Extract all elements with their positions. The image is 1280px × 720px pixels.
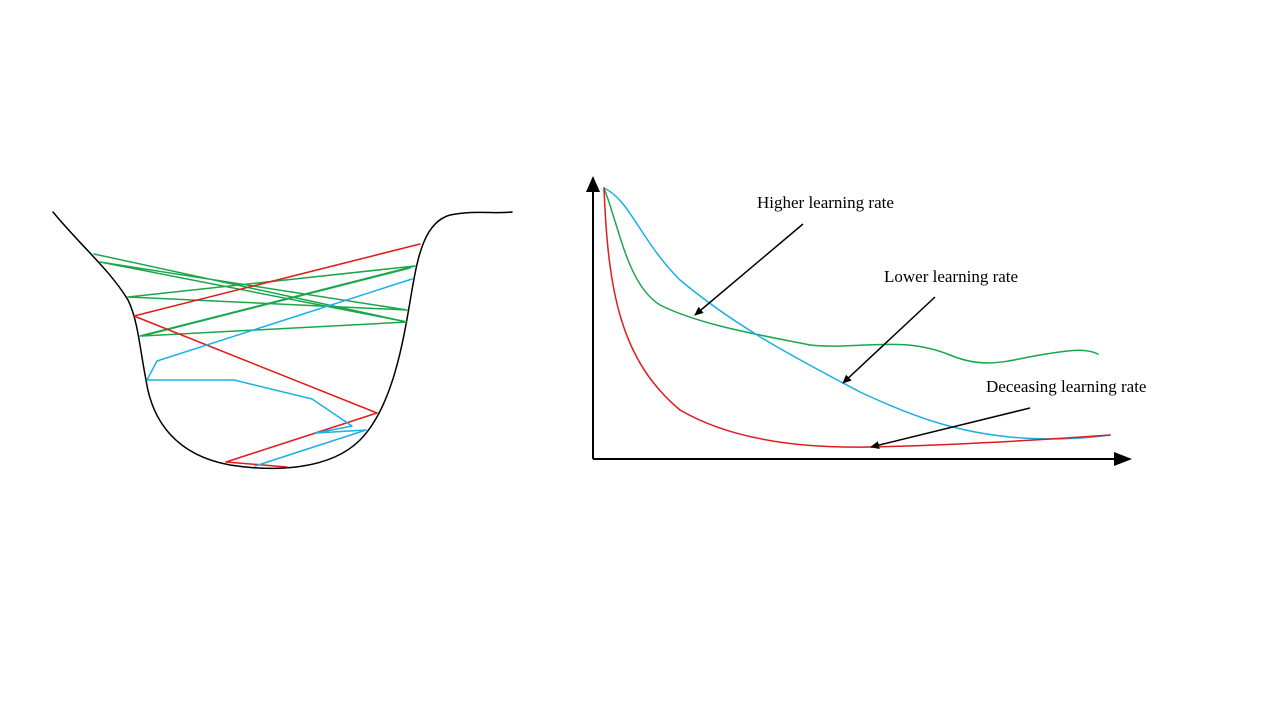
higher-rate-path [93, 253, 416, 337]
decreasing-rate-label: Deceasing learning rate [986, 377, 1146, 396]
higher-rate-label: Higher learning rate [757, 193, 894, 212]
lower-rate-path [146, 278, 413, 467]
decreasing-rate-curve [603, 187, 1111, 448]
loss-curve-panel: Higher learning rate Lower learning rate… [586, 176, 1146, 466]
decreasing-rate-arrow [870, 407, 1031, 449]
higher-rate-arrow [694, 223, 804, 316]
loss-bowl-panel [52, 211, 513, 470]
lower-rate-arrow [842, 296, 936, 384]
decreasing-rate-path [133, 243, 421, 468]
lower-rate-label: Lower learning rate [884, 267, 1018, 286]
loss-bowl-outline [52, 211, 513, 470]
higher-rate-curve [603, 187, 1099, 364]
x-axis-arrowhead [1114, 452, 1132, 466]
y-axis-arrowhead [586, 176, 600, 192]
lower-rate-curve [603, 187, 1111, 440]
